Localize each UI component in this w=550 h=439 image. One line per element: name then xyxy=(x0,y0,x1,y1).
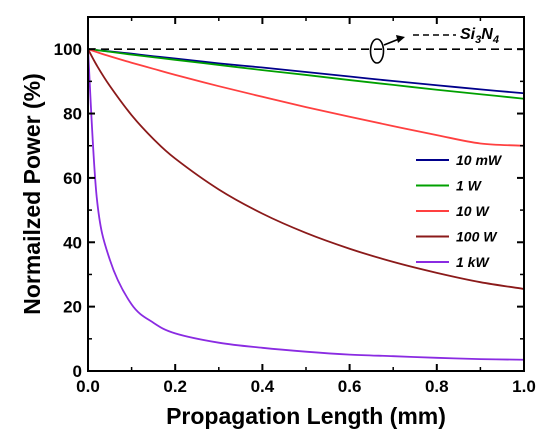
annotation-arrowhead xyxy=(396,35,405,43)
y-tick-label: 40 xyxy=(63,233,82,252)
x-tick-label: 0.4 xyxy=(251,377,275,396)
y-axis-title: Normailzed Power (%) xyxy=(19,73,45,315)
series-line-2 xyxy=(87,48,525,147)
series-line-0 xyxy=(87,48,525,95)
series-line-1 xyxy=(87,48,525,100)
x-tick-labels: 0.0 0.2 0.4 0.6 0.8 1.0 xyxy=(76,377,536,396)
annotation-arrow xyxy=(383,38,400,46)
x-axis-title: Propagation Length (mm) xyxy=(166,403,446,429)
annotation-label: Si3N4 xyxy=(460,26,499,46)
y-tick-label: 100 xyxy=(54,40,82,59)
y-tick-label: 0 xyxy=(73,362,82,381)
legend-label-2: 10 W xyxy=(456,203,490,219)
annotation-ellipse xyxy=(369,38,385,64)
y-tick-label: 60 xyxy=(63,169,82,188)
y-tick-label: 80 xyxy=(63,105,82,124)
series-line-4 xyxy=(87,49,525,361)
legend-label-4: 1 kW xyxy=(456,254,490,270)
legend-label-3: 100 W xyxy=(456,229,498,245)
legend-label-0: 10 mW xyxy=(456,152,503,168)
series-lines xyxy=(87,48,525,361)
x-tick-label: 0.0 xyxy=(76,377,100,396)
axis-ticks xyxy=(87,17,525,372)
x-tick-label: 0.8 xyxy=(425,377,449,396)
plot-frame xyxy=(87,16,525,372)
y-tick-labels: 0 20 40 60 80 100 xyxy=(54,40,82,381)
x-tick-label: 1.0 xyxy=(512,377,536,396)
x-tick-label: 0.6 xyxy=(338,377,362,396)
y-tick-label: 20 xyxy=(63,298,82,317)
legend: 10 mW 1 W 10 W 100 W 1 kW xyxy=(416,152,503,270)
x-tick-label: 0.2 xyxy=(163,377,187,396)
si3n4-annotation: Si3N4 xyxy=(369,26,499,64)
series-line-3 xyxy=(87,48,525,290)
legend-label-1: 1 W xyxy=(456,178,483,194)
